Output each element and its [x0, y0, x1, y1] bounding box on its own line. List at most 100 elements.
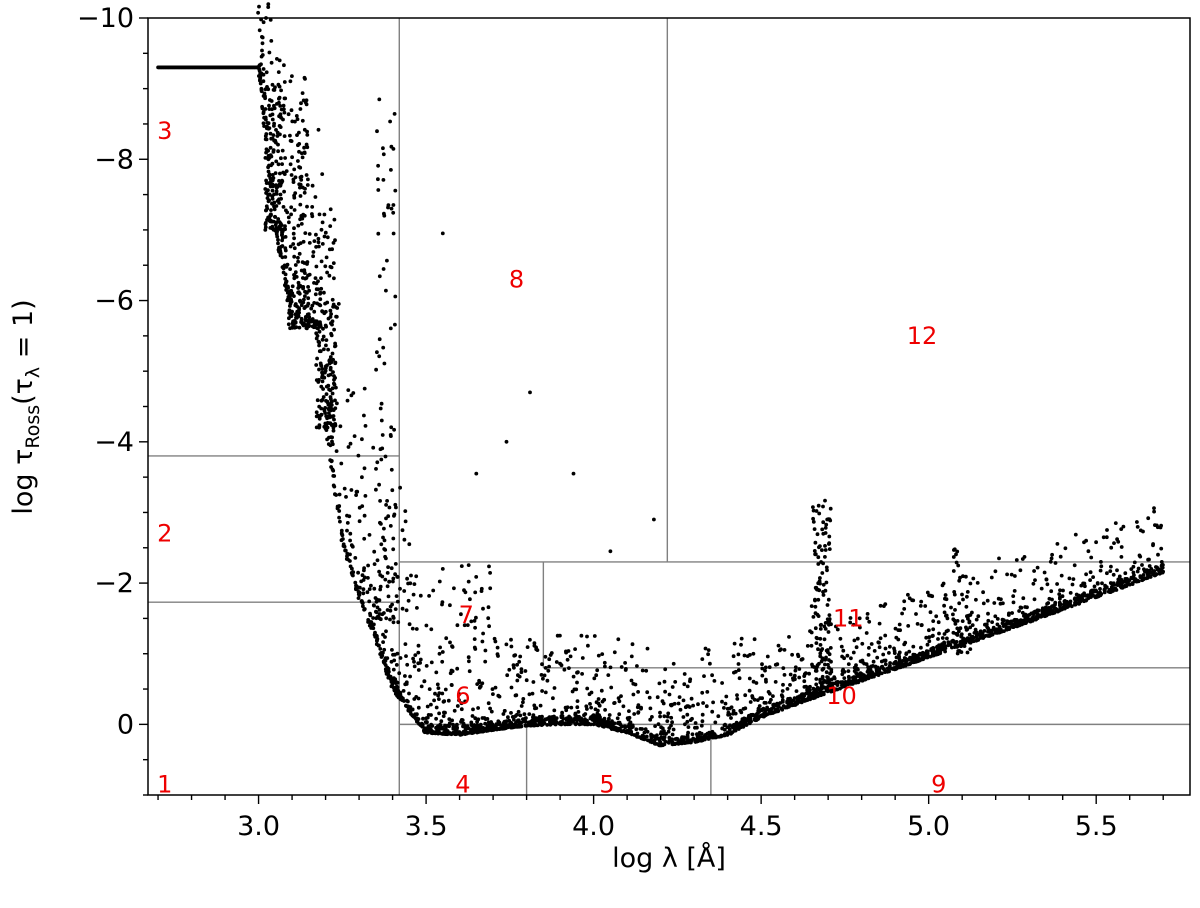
data-point [261, 20, 266, 25]
data-point [867, 619, 872, 624]
data-point [523, 719, 528, 724]
data-point [819, 681, 824, 686]
data-point [848, 620, 853, 625]
data-point [328, 458, 333, 462]
data-point [1011, 594, 1016, 598]
data-point [509, 711, 513, 715]
data-point [855, 636, 860, 641]
data-point [851, 650, 856, 655]
data-point [1155, 567, 1160, 572]
data-point [737, 676, 742, 681]
data-point [490, 722, 495, 727]
data-point [824, 565, 829, 570]
data-point [763, 665, 768, 670]
data-point [320, 172, 325, 177]
data-point [883, 633, 888, 638]
data-point [312, 325, 316, 330]
data-point [349, 488, 354, 492]
data-point [788, 701, 793, 705]
data-point [467, 731, 471, 735]
data-point [260, 48, 264, 53]
data-point [711, 700, 715, 705]
data-point [922, 655, 927, 660]
data-point [362, 386, 367, 391]
data-point [818, 576, 822, 580]
data-point [813, 604, 818, 609]
data-point [958, 575, 962, 580]
data-point [759, 708, 764, 713]
data-point [293, 263, 298, 267]
data-point [540, 689, 544, 693]
data-point [601, 723, 605, 728]
data-point [380, 612, 385, 617]
data-point [755, 712, 759, 716]
data-point [297, 325, 302, 330]
data-point [385, 258, 389, 263]
data-point [665, 719, 670, 723]
data-point [301, 323, 306, 328]
data-point [382, 538, 387, 543]
data-point [606, 721, 611, 726]
data-point [383, 577, 388, 582]
data-point [1155, 525, 1160, 530]
data-point [393, 322, 397, 327]
data-point [328, 207, 333, 212]
data-point [363, 424, 368, 428]
data-point [395, 685, 400, 690]
data-point [636, 690, 640, 694]
x-tick-label: 5.0 [907, 811, 950, 842]
data-point [264, 126, 269, 131]
data-point [658, 740, 663, 744]
data-point [968, 581, 973, 586]
data-point [690, 732, 695, 737]
data-point [623, 668, 628, 672]
data-point [1042, 570, 1047, 575]
data-point [324, 384, 329, 389]
data-point [780, 689, 785, 693]
data-point [389, 425, 394, 430]
data-point [857, 674, 862, 679]
data-point [271, 133, 276, 138]
data-point [365, 590, 370, 595]
data-point [330, 391, 335, 396]
data-point [957, 578, 962, 583]
data-point [320, 367, 325, 371]
data-point [391, 210, 396, 215]
data-point [302, 190, 307, 195]
data-point [307, 232, 312, 236]
data-point [359, 579, 364, 584]
data-point [515, 662, 519, 667]
data-point [1000, 629, 1004, 634]
data-point [608, 665, 613, 670]
data-point [979, 635, 983, 640]
data-point [331, 302, 336, 307]
data-point [307, 241, 312, 245]
data-point [630, 642, 635, 647]
data-point [293, 175, 298, 180]
data-point [1009, 572, 1014, 577]
data-point [394, 594, 399, 598]
data-point [315, 356, 319, 361]
data-point [391, 616, 396, 620]
data-point [339, 538, 344, 543]
data-point [892, 646, 896, 651]
data-point [960, 619, 965, 623]
data-point [305, 183, 310, 187]
data-point [320, 379, 325, 384]
data-point [812, 549, 817, 553]
data-point [355, 489, 360, 494]
data-point [356, 596, 361, 600]
data-point [376, 188, 381, 192]
data-point [324, 424, 328, 429]
data-point [776, 643, 781, 648]
data-point [391, 667, 396, 672]
data-point [571, 674, 576, 679]
data-point [459, 732, 464, 736]
data-point [659, 735, 664, 740]
data-point [653, 724, 657, 728]
data-point [400, 528, 405, 533]
data-point [287, 311, 291, 315]
data-point [785, 700, 790, 705]
data-point [269, 163, 273, 168]
